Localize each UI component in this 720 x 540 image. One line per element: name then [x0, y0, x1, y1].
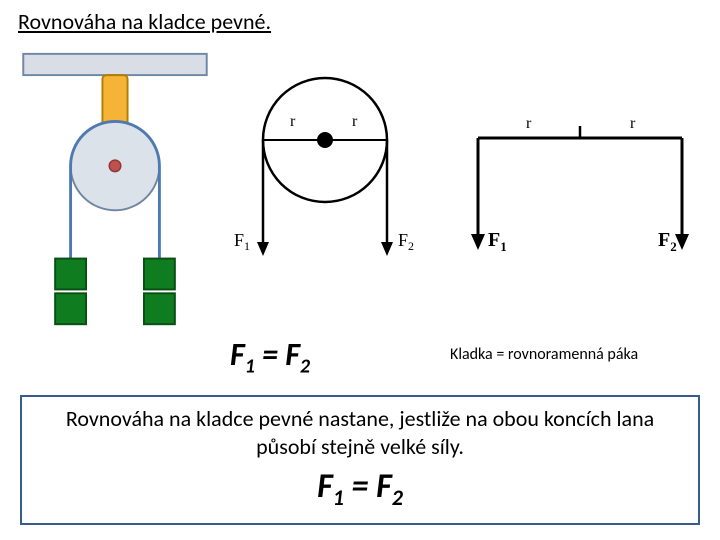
diagram-pulley-schematic: r r F1 F2 — [220, 70, 430, 290]
caption-lever-equiv: Kladka = rovnoramenná páka — [450, 345, 638, 364]
force-label-f2: F2 — [658, 229, 677, 254]
page-title: Rovnováha na kladce pevné. — [18, 8, 271, 35]
force-label-f1: F1 — [488, 229, 507, 254]
radius-label-left: r — [526, 115, 532, 132]
weight-block — [144, 259, 175, 290]
pulley-axle — [109, 160, 121, 172]
summary-box: Rovnováha na kladce pevné nastane, jestl… — [20, 395, 700, 525]
weight-block — [55, 259, 86, 290]
summary-text: Rovnováha na kladce pevné nastane, jestl… — [22, 405, 698, 460]
arrowhead-icon — [381, 242, 393, 256]
summary-formula: F1 = F2 — [22, 466, 698, 511]
radius-label-right: r — [630, 115, 636, 132]
arrowhead-icon — [675, 234, 689, 250]
radius-label-right: r — [352, 113, 358, 130]
diagram-pulley-physical — [20, 50, 210, 330]
force-label-f2: F2 — [398, 230, 414, 253]
diagram-lever: r r F1 F2 — [460, 110, 700, 290]
formula-f1-eq-f2: F1 = F2 — [230, 335, 310, 378]
radius-label-left: r — [290, 113, 296, 130]
diagrams-region: r r F1 F2 r r F1 F2 — [0, 50, 720, 330]
arrowhead-icon — [471, 234, 485, 250]
arrowhead-icon — [257, 242, 269, 256]
weight-block — [55, 293, 86, 324]
force-label-f1: F1 — [234, 230, 250, 253]
ceiling-beam — [23, 54, 206, 75]
weight-block — [144, 293, 175, 324]
